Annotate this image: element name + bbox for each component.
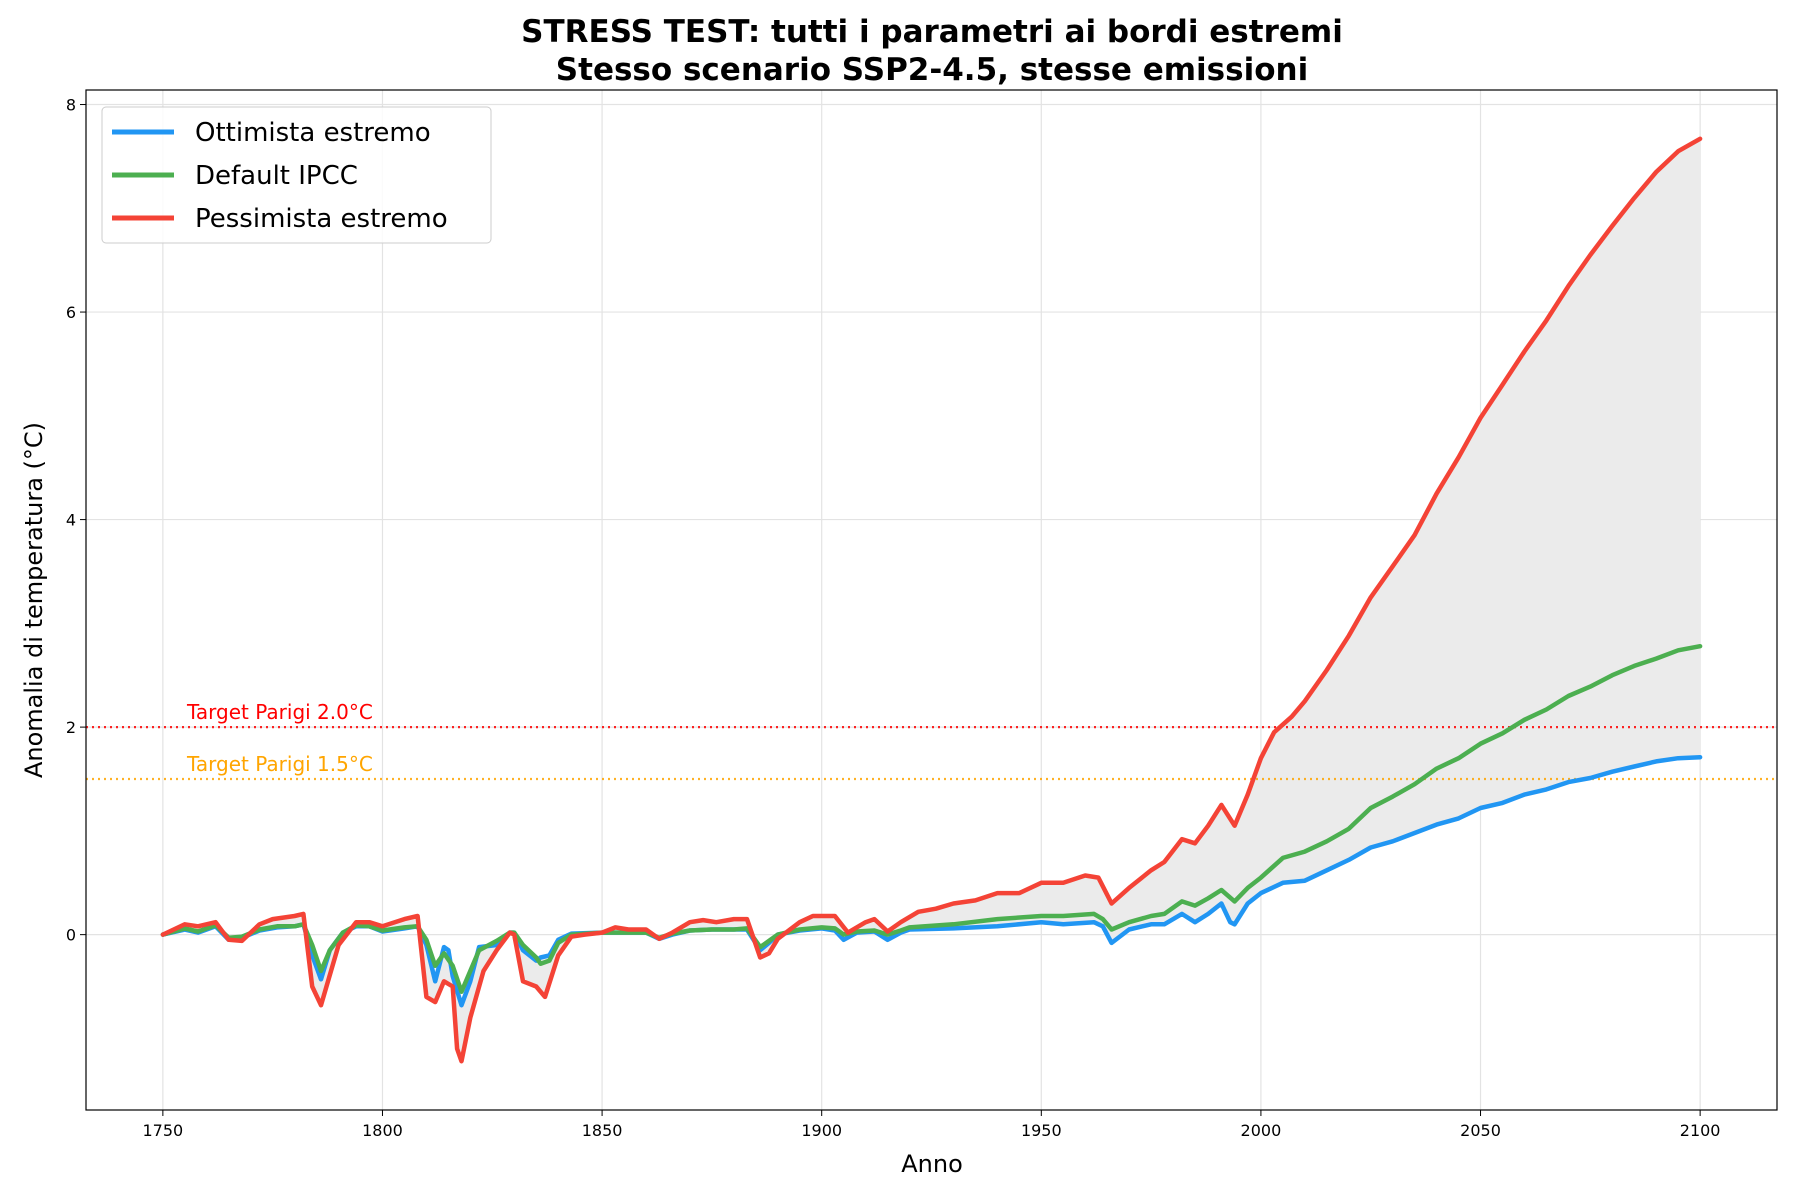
range-fill-area (162, 138, 1701, 1062)
reference-lines: Target Parigi 2.0°C Target Parigi 1.5°C (86, 700, 1777, 781)
x-axis-label: Anno (901, 1150, 963, 1178)
legend-box (101, 106, 492, 244)
y-tick-label: 4 (66, 511, 76, 530)
plot-frame (85, 89, 1778, 1111)
reference-line-label: Target Parigi 1.5°C (186, 752, 373, 776)
series-line (160, 643, 1703, 994)
legend: Ottimista estremo Default IPCC Pessimista … (101, 106, 492, 244)
x-tick-label: 1750 (143, 1121, 184, 1140)
chart-title: STRESS TEST: tutti i parametri ai bordi … (521, 14, 1343, 50)
y-tick-label: 6 (66, 303, 76, 322)
ticks: 1750 1800 1850 1900 1950 2000 2050 2100 0 2 4 6 8 (66, 96, 1721, 1140)
series-line (160, 136, 1703, 1064)
x-tick-label: 1800 (362, 1121, 403, 1140)
range-fill (162, 138, 1701, 1062)
y-axis-label: Anomalia di temperatura (°C) (20, 422, 48, 778)
reference-line-label: Target Parigi 2.0°C (186, 700, 373, 724)
legend-label: Ottimista estremo (195, 118, 431, 148)
legend-label: Pessimista estremo (195, 204, 448, 234)
y-tick-label: 8 (66, 96, 76, 115)
legend-label: Default IPCC (195, 161, 358, 191)
x-tick-label: 1900 (801, 1121, 842, 1140)
chart-subtitle: Stesso scenario SSP2-4.5, stesse emissio… (556, 52, 1308, 88)
x-tick-label: 2100 (1680, 1121, 1721, 1140)
y-tick-label: 0 (66, 926, 76, 945)
y-tick-label: 2 (66, 718, 76, 737)
x-tick-label: 2050 (1460, 1121, 1501, 1140)
series-lines (160, 136, 1703, 1064)
x-tick-label: 2000 (1241, 1121, 1282, 1140)
x-tick-label: 1850 (582, 1121, 623, 1140)
x-tick-label: 1950 (1021, 1121, 1062, 1140)
